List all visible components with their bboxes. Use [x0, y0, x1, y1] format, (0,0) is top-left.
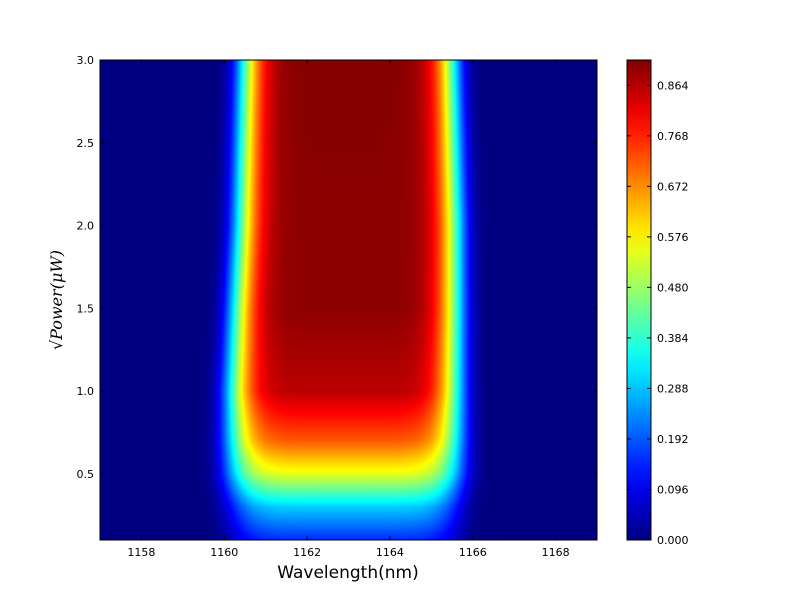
y-tick-label: 3.0 — [77, 54, 95, 67]
heatmap-canvas — [100, 60, 597, 540]
y-axis-label-text: √Power(μW) — [47, 250, 66, 350]
x-tick-label: 1168 — [542, 546, 570, 559]
x-axis-label: Wavelength(nm) — [277, 563, 418, 583]
heatmap-plot: 1158 1160 1162 1164 1166 1168 0.5 1.0 1.5 2.0 2.5… — [77, 54, 598, 559]
heatmap-area — [100, 60, 597, 540]
colorbar-tick-label: 0.672 — [657, 180, 689, 193]
y-tick-label: 1.0 — [77, 385, 95, 398]
colorbar-tick-label: 0.384 — [657, 332, 689, 345]
colorbar-tick-label: 0.000 — [657, 534, 689, 547]
x-tick-label: 1162 — [293, 546, 321, 559]
x-tick-label: 1160 — [210, 546, 238, 559]
colorbar-tick-label: 0.288 — [657, 382, 689, 395]
colorbar-ticks: 0.000 0.096 0.192 0.288 0.384 0.480 0.576 0.672… — [627, 79, 689, 547]
colorbar-tick-label: 0.192 — [657, 433, 689, 446]
colorbar-tick-label: 0.480 — [657, 281, 689, 294]
y-axis-label: √Power(μW) — [47, 250, 66, 350]
colorbar-tick-label: 0.864 — [657, 79, 689, 92]
y-tick-label: 0.5 — [77, 468, 95, 481]
colorbar-fill — [627, 60, 651, 540]
colorbar: 0.000 0.096 0.192 0.288 0.384 0.480 0.576 0.672… — [626, 59, 689, 547]
plot-frame — [99, 59, 598, 541]
y-tick-label: 2.0 — [77, 220, 95, 233]
x-axis-ticks: 1158 1160 1162 1164 1166 1168 — [127, 60, 570, 559]
colorbar-tick-label: 0.576 — [657, 231, 689, 244]
y-tick-label: 2.5 — [77, 137, 95, 150]
y-tick-label: 1.5 — [77, 302, 95, 315]
colorbar-tick-label: 0.096 — [657, 483, 689, 496]
x-tick-label: 1166 — [459, 546, 487, 559]
colorbar-frame — [626, 59, 652, 541]
x-tick-label: 1164 — [376, 546, 404, 559]
colorbar-tick-label: 0.768 — [657, 130, 689, 143]
x-tick-label: 1158 — [127, 546, 155, 559]
y-axis-ticks: 0.5 1.0 1.5 2.0 2.5 3.0 — [77, 54, 597, 481]
